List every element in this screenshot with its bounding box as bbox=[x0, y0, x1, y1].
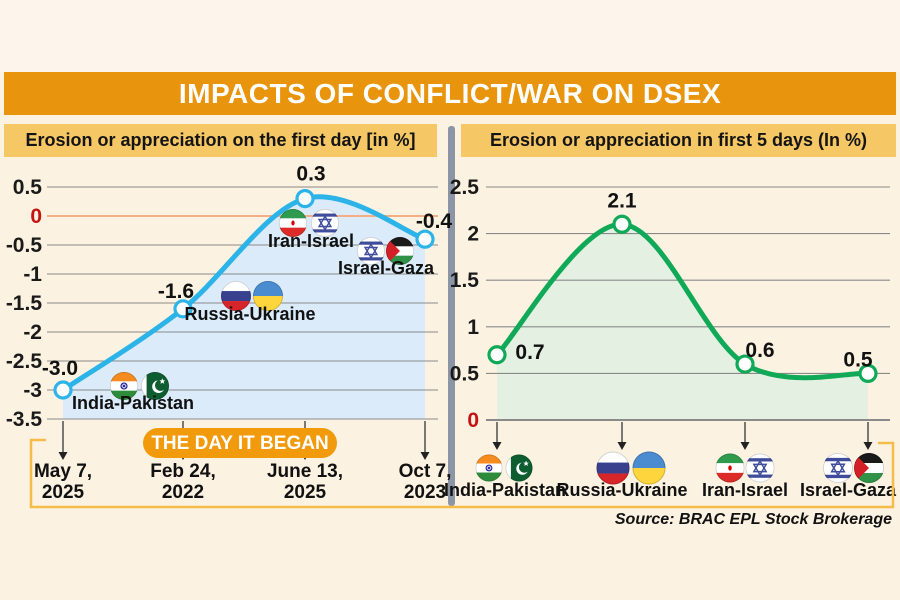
arrow-down-icon bbox=[740, 442, 750, 450]
category-label-russia-ukraine: Russia-Ukraine bbox=[556, 480, 687, 500]
pakistan-flag-icon bbox=[506, 455, 533, 482]
y-tick-label: 2.5 bbox=[450, 176, 480, 199]
data-line bbox=[60, 194, 428, 393]
value-label-israel-gaza: 0.5 bbox=[843, 348, 873, 371]
right-chart-title: Erosion or appreciation in first 5 days … bbox=[461, 124, 896, 157]
marker-israel-gaza bbox=[858, 363, 878, 383]
y-tick-label: -3 bbox=[23, 379, 42, 402]
israel-flag-icon bbox=[823, 453, 853, 483]
y-tick-label: 0 bbox=[30, 205, 42, 228]
value-label-iran-israel: 0.3 bbox=[296, 163, 325, 186]
date-label: Oct 7, 2023 bbox=[399, 461, 452, 503]
y-tick-label: 2 bbox=[467, 223, 479, 246]
top-margin bbox=[0, 0, 900, 72]
category-label-iran-israel: Iran-Israel bbox=[268, 231, 354, 251]
marker-russia-ukraine bbox=[173, 299, 193, 319]
y-tick-label: -2 bbox=[23, 321, 42, 344]
date-label: Feb 24, 2022 bbox=[150, 461, 215, 503]
category-label-india-pakistan: India-Pakistan bbox=[72, 393, 194, 413]
value-label-israel-gaza: -0.4 bbox=[416, 210, 453, 233]
value-label-india-pakistan: 0.7 bbox=[515, 341, 544, 364]
y-tick-label: -3.5 bbox=[6, 408, 43, 431]
value-label-russia-ukraine: 2.1 bbox=[607, 189, 637, 212]
y-tick-label: -1 bbox=[23, 263, 42, 286]
panel-divider bbox=[448, 126, 455, 506]
arrow-down-icon bbox=[58, 452, 68, 460]
arrow-down-icon bbox=[420, 452, 430, 460]
marker-india-pakistan bbox=[53, 380, 73, 400]
date-label: June 13, 2025 bbox=[267, 461, 343, 503]
value-label-india-pakistan: -3.0 bbox=[42, 357, 78, 380]
y-tick-label: -1.5 bbox=[6, 292, 43, 315]
y-tick-label: 0 bbox=[467, 409, 479, 432]
area-fill bbox=[497, 224, 868, 420]
source-credit: Source: BRAC EPL Stock Brokerage bbox=[614, 511, 892, 528]
y-tick-label: 1 bbox=[467, 316, 479, 339]
value-label-russia-ukraine: -1.6 bbox=[158, 280, 194, 303]
left-chart: 0.5 0 -0.5 -1 -1.5 -2 -2.5 -3 -3.5 -3.0 -1.6 0.3 -0.… bbox=[6, 163, 453, 503]
page-title: IMPACTS OF CONFLICT/WAR ON DSEX bbox=[4, 72, 896, 115]
data-line bbox=[494, 221, 871, 381]
india-flag-icon bbox=[476, 455, 503, 482]
category-label-israel-gaza: Israel-Gaza bbox=[338, 258, 435, 278]
marker-iran-israel bbox=[295, 189, 315, 209]
date-label: May 7, 2025 bbox=[34, 461, 92, 503]
category-label-india-pakistan: India-Pakistan bbox=[444, 480, 566, 500]
left-chart-title: Erosion or appreciation on the first day… bbox=[4, 124, 437, 157]
value-label-iran-israel: 0.6 bbox=[745, 339, 774, 362]
arrow-down-icon bbox=[492, 442, 502, 450]
category-label-russia-ukraine: Russia-Ukraine bbox=[184, 304, 315, 324]
bottom-bracket bbox=[29, 438, 895, 509]
palestine-flag-icon bbox=[854, 453, 884, 483]
marker-israel-gaza bbox=[415, 229, 435, 249]
y-tick-label: 0.5 bbox=[450, 362, 480, 385]
marker-iran-israel bbox=[735, 354, 755, 374]
y-tick-label: 1.5 bbox=[450, 269, 480, 292]
day-it-began-badge bbox=[143, 428, 337, 458]
marker-india-pakistan bbox=[487, 345, 507, 365]
y-tick-label: -2.5 bbox=[6, 350, 43, 373]
category-label-iran-israel: Iran-Israel bbox=[702, 480, 788, 500]
category-label-israel-gaza: Israel-Gaza bbox=[800, 480, 897, 500]
iran-flag-icon bbox=[716, 454, 745, 483]
arrow-down-icon bbox=[863, 442, 873, 450]
israel-flag-icon bbox=[746, 454, 775, 483]
marker-russia-ukraine bbox=[612, 214, 632, 234]
arrow-down-icon bbox=[617, 442, 627, 450]
y-tick-label: 0.5 bbox=[13, 176, 43, 199]
badge-label: THE DAY IT BEGAN bbox=[151, 433, 328, 454]
y-tick-label: -0.5 bbox=[6, 234, 43, 257]
right-chart: 2.5 2 1.5 1 0.5 0 0.7 2.1 0.6 0.5 India-PakistanRu… bbox=[444, 176, 897, 500]
